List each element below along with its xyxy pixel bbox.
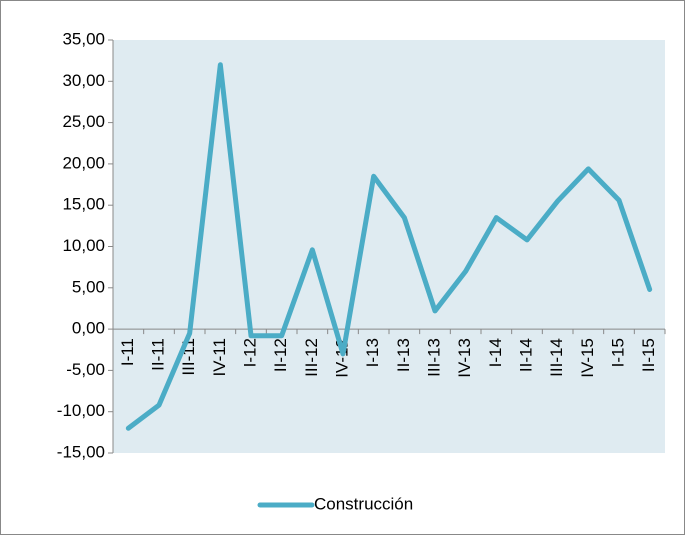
y-tick-label: 5,00: [72, 277, 105, 296]
x-tick-label: I-13: [363, 338, 382, 367]
y-tick-label: 0,00: [72, 319, 105, 338]
x-tick-label: II-13: [394, 338, 413, 372]
x-tick-label: I-11: [118, 338, 137, 366]
x-tick-label: IV-15: [578, 338, 597, 378]
y-tick-label: -5,00: [66, 360, 105, 379]
data-line: [125, 62, 653, 431]
y-tick-label: 15,00: [62, 195, 105, 214]
y-tick-label: 30,00: [62, 71, 105, 90]
x-tick-label: II-15: [639, 338, 658, 372]
x-tick-label: II-12: [271, 338, 290, 372]
x-tick-label: IV-11: [210, 338, 229, 376]
y-tick-label: 25,00: [62, 112, 105, 131]
x-tick-label: II-14: [516, 338, 535, 372]
x-tick-label: I-12: [240, 338, 259, 367]
x-tick-label: I-15: [608, 338, 627, 367]
y-tick-label: 10,00: [62, 236, 105, 255]
x-tick-label: IV-12: [332, 338, 351, 378]
x-tick-label: III-12: [302, 338, 321, 377]
legend-label: Construcción: [314, 494, 413, 513]
plot-area: [113, 40, 665, 453]
y-tick-label: -10,00: [57, 401, 105, 420]
x-tick-label: III-14: [547, 338, 566, 377]
x-tick-label: I-14: [486, 338, 505, 367]
y-tick-label: 20,00: [62, 153, 105, 172]
x-tick-label: III-13: [424, 338, 443, 377]
y-tick-label: 35,00: [62, 29, 105, 48]
x-tick-label: II-11: [148, 338, 167, 371]
x-tick-label: IV-13: [455, 338, 474, 378]
y-tick-label: -15,00: [57, 442, 105, 461]
